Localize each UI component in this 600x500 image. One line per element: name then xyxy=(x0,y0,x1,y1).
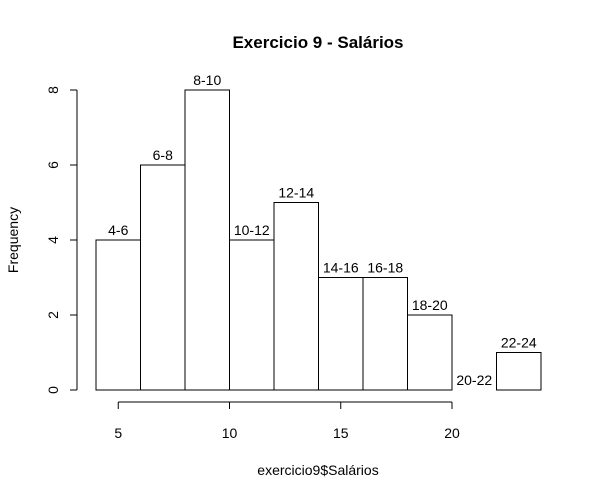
x-tick-label-20: 20 xyxy=(444,425,460,441)
bar-22-24 xyxy=(496,352,542,391)
y-tick-label-2: 2 xyxy=(45,311,61,319)
bar-labels-group: 4-6 6-8 8-10 10-12 12-14 14-16 16-18 18-20 20-22… xyxy=(108,72,537,388)
bar-label-20-22: 20-22 xyxy=(456,372,492,388)
bar-label-6-8: 6-8 xyxy=(153,147,173,163)
chart-title: Exercicio 9 - Salários xyxy=(232,33,403,52)
bar-4-6 xyxy=(95,239,141,391)
y-axis: 0 2 4 6 8 xyxy=(45,86,78,394)
x-axis-label: exercicio9$Salários xyxy=(257,462,378,478)
x-tick-label-5: 5 xyxy=(114,425,122,441)
x-tick-label-10: 10 xyxy=(222,425,238,441)
y-axis-label: Frequency xyxy=(5,207,21,273)
bar-label-12-14: 12-14 xyxy=(278,185,314,201)
y-tick-label-8: 8 xyxy=(45,86,61,94)
y-tick-label-0: 0 xyxy=(45,386,61,394)
x-tick-label-15: 15 xyxy=(333,425,349,441)
bar-18-20 xyxy=(407,314,453,391)
bar-label-4-6: 4-6 xyxy=(108,222,128,238)
bar-label-8-10: 8-10 xyxy=(193,72,221,88)
bar-14-16 xyxy=(318,277,364,391)
bar-label-18-20: 18-20 xyxy=(412,297,448,313)
bar-label-10-12: 10-12 xyxy=(234,222,270,238)
bars-group xyxy=(95,89,542,391)
bar-label-16-18: 16-18 xyxy=(367,260,403,276)
y-tick-label-4: 4 xyxy=(45,236,61,244)
bar-12-14 xyxy=(273,202,319,391)
bar-16-18 xyxy=(362,277,408,391)
bar-6-8 xyxy=(140,164,186,391)
bar-label-14-16: 14-16 xyxy=(323,260,359,276)
bar-label-22-24: 22-24 xyxy=(501,335,537,351)
bar-8-10 xyxy=(184,89,230,391)
x-axis: 5 10 15 20 xyxy=(114,401,460,441)
bar-10-12 xyxy=(229,239,275,391)
y-tick-label-6: 6 xyxy=(45,161,61,169)
